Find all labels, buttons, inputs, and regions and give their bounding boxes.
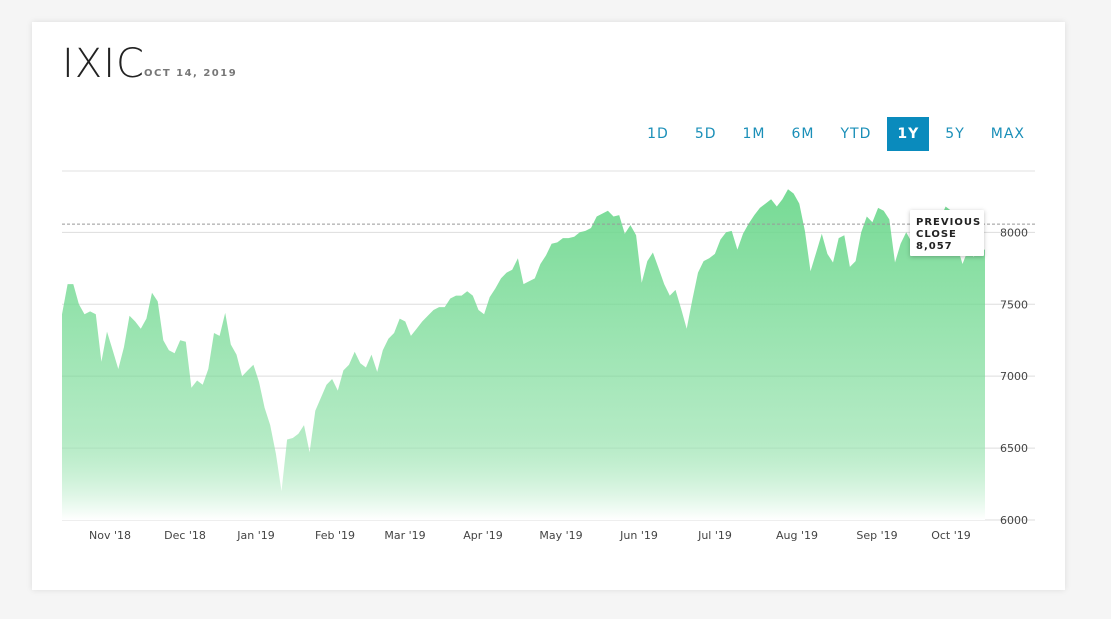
range-selector: 1D 5D 1M 6M YTD 1Y 5Y MAX	[631, 117, 1035, 151]
x-tick-label: Jun '19	[619, 529, 658, 542]
range-button-max[interactable]: MAX	[990, 126, 1025, 142]
previous-close-label: 8,057	[916, 241, 953, 252]
x-tick-label: Aug '19	[776, 529, 818, 542]
range-button-5y[interactable]: 5Y	[945, 126, 965, 142]
x-axis: Nov '18 Dec '18 Jan '19 Feb '19 Mar '19 Apr '…	[89, 529, 971, 542]
y-tick-label: 6500	[1000, 442, 1028, 455]
y-axis: 6000 6500 7000 7500 8000	[1000, 226, 1028, 527]
range-button-1y[interactable]: 1Y	[887, 117, 930, 151]
x-tick-label: Oct '19	[931, 529, 971, 542]
x-tick-label: Apr '19	[463, 529, 503, 542]
previous-close-label: PREVIOUS	[916, 217, 981, 228]
chart-card: IXIC OCT 14, 2019 1D 5D 1M 6M YTD 1Y 5Y MAX PRE…	[32, 22, 1065, 590]
range-button-1d[interactable]: 1D	[647, 126, 669, 142]
x-tick-label: Jan '19	[236, 529, 274, 542]
x-tick-label: May '19	[539, 529, 582, 542]
previous-close-tooltip	[910, 210, 984, 256]
x-tick-label: Dec '18	[164, 529, 206, 542]
range-button-6m[interactable]: 6M	[791, 126, 815, 142]
range-button-ytd[interactable]: YTD	[840, 126, 872, 142]
x-tick-label: Mar '19	[384, 529, 425, 542]
quote-date: OCT 14, 2019	[144, 68, 238, 79]
x-tick-label: Nov '18	[89, 529, 131, 542]
x-tick-label: Jul '19	[697, 529, 732, 542]
range-button-5d[interactable]: 5D	[694, 126, 717, 142]
y-tick-label: 8000	[1000, 226, 1028, 239]
x-tick-label: Sep '19	[856, 529, 897, 542]
y-tick-label: 7000	[1000, 370, 1028, 383]
y-tick-label: 6000	[1000, 514, 1028, 527]
previous-close-label: CLOSE	[916, 229, 957, 240]
range-button-1m[interactable]: 1M	[742, 126, 766, 142]
x-tick-label: Feb '19	[315, 529, 355, 542]
y-tick-label: 7500	[1000, 298, 1028, 311]
price-area	[62, 189, 985, 520]
ticker-title: IXIC	[62, 41, 145, 87]
